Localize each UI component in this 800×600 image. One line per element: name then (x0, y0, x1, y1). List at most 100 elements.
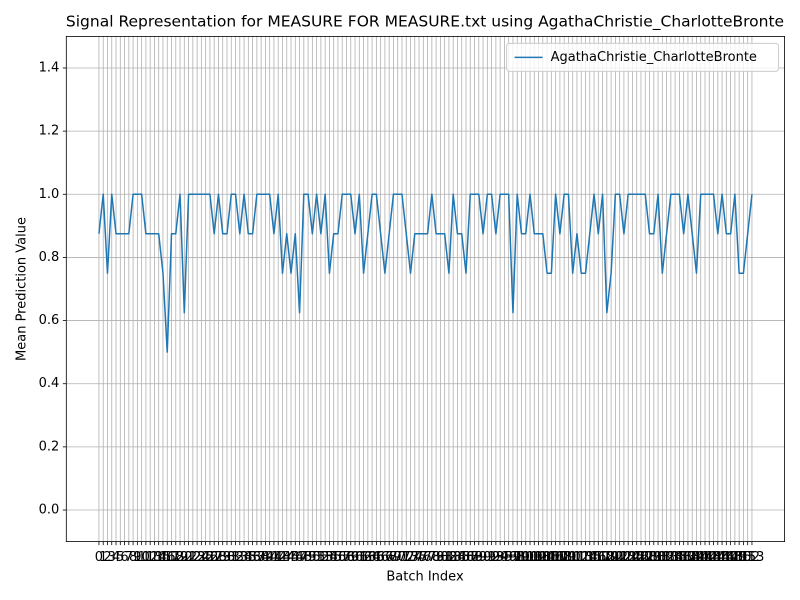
x-tick-label: 68 (381, 550, 398, 565)
x-tick-label: 41 (266, 550, 283, 565)
y-tick-label: 0.4 (39, 376, 60, 391)
x-tick-label: 125 (620, 550, 645, 565)
x-tick-label: 60 (347, 550, 364, 565)
x-tick-label: 153 (740, 550, 765, 565)
x-tick-label: 126 (624, 550, 649, 565)
x-tick-label: 81 (436, 550, 453, 565)
x-tick-label: 92 (483, 550, 500, 565)
x-tick-label: 147 (714, 550, 739, 565)
x-tick-label: 25 (197, 550, 214, 565)
x-tick-label: 87 (462, 550, 479, 565)
x-tick-label: 58 (338, 550, 355, 565)
x-tick-label: 123 (611, 550, 636, 565)
x-tick-label: 35 (240, 550, 257, 565)
x-tick-label: 19 (172, 550, 189, 565)
x-tick-label: 43 (274, 550, 291, 565)
x-tick-label: 94 (492, 550, 509, 565)
x-tick-label: 131 (646, 550, 671, 565)
x-tick-label: 97 (505, 550, 522, 565)
x-tick-label: 17 (163, 550, 180, 565)
x-tick-label: 40 (261, 550, 278, 565)
x-tick-label: 98 (509, 550, 526, 565)
x-tick-label: 111 (560, 550, 585, 565)
x-tick-label: 64 (364, 550, 381, 565)
x-tick-label: 105 (535, 550, 560, 565)
chart-title: Signal Representation for MEASURE FOR ME… (66, 13, 784, 32)
x-tick-label: 139 (680, 550, 705, 565)
x-tick-label: 86 (458, 550, 475, 565)
x-tick-label: 14 (150, 550, 167, 565)
x-tick-label: 23 (189, 550, 206, 565)
x-tick-label: 2 (103, 550, 111, 565)
x-tick-label: 116 (582, 550, 607, 565)
x-tick-label: 1 (99, 550, 107, 565)
x-tick-label: 109 (552, 550, 577, 565)
x-tick-label: 122 (607, 550, 632, 565)
x-tick-label: 104 (530, 550, 555, 565)
x-tick-label: 18 (168, 550, 185, 565)
x-tick-label: 70 (389, 550, 406, 565)
x-tick-label: 50 (304, 550, 321, 565)
x-tick-label: 34 (236, 550, 253, 565)
x-axis-label: Batch Index (386, 570, 464, 585)
legend-label: AgathaChristie_CharlotteBronte (551, 50, 757, 65)
x-tick-label: 48 (296, 550, 313, 565)
x-tick-label: 79 (428, 550, 445, 565)
x-tick-label: 51 (308, 550, 325, 565)
x-tick-label: 76 (415, 550, 432, 565)
x-tick-label: 27 (206, 550, 223, 565)
x-tick-label: 31 (223, 550, 240, 565)
x-tick-label: 24 (193, 550, 210, 565)
x-tick-label: 22 (185, 550, 202, 565)
x-tick-label: 62 (355, 550, 372, 565)
x-tick-label: 26 (202, 550, 219, 565)
x-tick-label: 42 (270, 550, 287, 565)
x-tick-label: 113 (569, 550, 594, 565)
x-tick-label: 88 (466, 550, 483, 565)
x-tick-label: 53 (317, 550, 334, 565)
x-tick-label: 73 (402, 550, 419, 565)
x-tick-label: 106 (539, 550, 564, 565)
x-tick-label: 142 (693, 550, 718, 565)
x-tick-label: 52 (313, 550, 330, 565)
x-tick-label: 117 (586, 550, 611, 565)
x-tick-label: 85 (453, 550, 470, 565)
x-tick-label: 59 (342, 550, 359, 565)
x-tick-label: 143 (697, 550, 722, 565)
x-tick-label: 144 (701, 550, 726, 565)
x-tick-label: 127 (629, 550, 654, 565)
x-tick-label: 30 (219, 550, 236, 565)
x-tick-label: 96 (500, 550, 517, 565)
x-tick-label: 107 (543, 550, 568, 565)
x-tick-label: 140 (684, 550, 709, 565)
x-tick-label: 45 (283, 550, 300, 565)
x-tick-label: 151 (731, 550, 756, 565)
x-tick-label: 8 (129, 550, 137, 565)
x-tick-label: 129 (637, 550, 662, 565)
legend-box (506, 42, 780, 72)
x-tick-label: 3 (108, 550, 116, 565)
x-tick-label: 66 (372, 550, 389, 565)
x-tick-label: 21 (180, 550, 197, 565)
x-tick-label: 121 (603, 550, 628, 565)
x-tick-label: 77 (419, 550, 436, 565)
x-tick-label: 103 (526, 550, 551, 565)
x-tick-label: 47 (291, 550, 308, 565)
x-tick-label: 44 (278, 550, 295, 565)
x-tick-label: 84 (449, 550, 466, 565)
x-tick-label: 55 (325, 550, 342, 565)
x-tick-label: 65 (368, 550, 385, 565)
x-tick-label: 75 (411, 550, 428, 565)
line (98, 193, 753, 353)
axes-frame (65, 36, 785, 543)
x-tick-label: 150 (727, 550, 752, 565)
x-tick-label: 15 (155, 550, 172, 565)
x-tick-label: 33 (232, 550, 249, 565)
y-tick-label: 1.0 (39, 187, 60, 202)
x-tick-label: 90 (475, 550, 492, 565)
x-tick-label: 130 (641, 550, 666, 565)
x-tick-label: 136 (667, 550, 692, 565)
x-tick-label: 29 (214, 550, 231, 565)
x-tick-label: 16 (159, 550, 176, 565)
